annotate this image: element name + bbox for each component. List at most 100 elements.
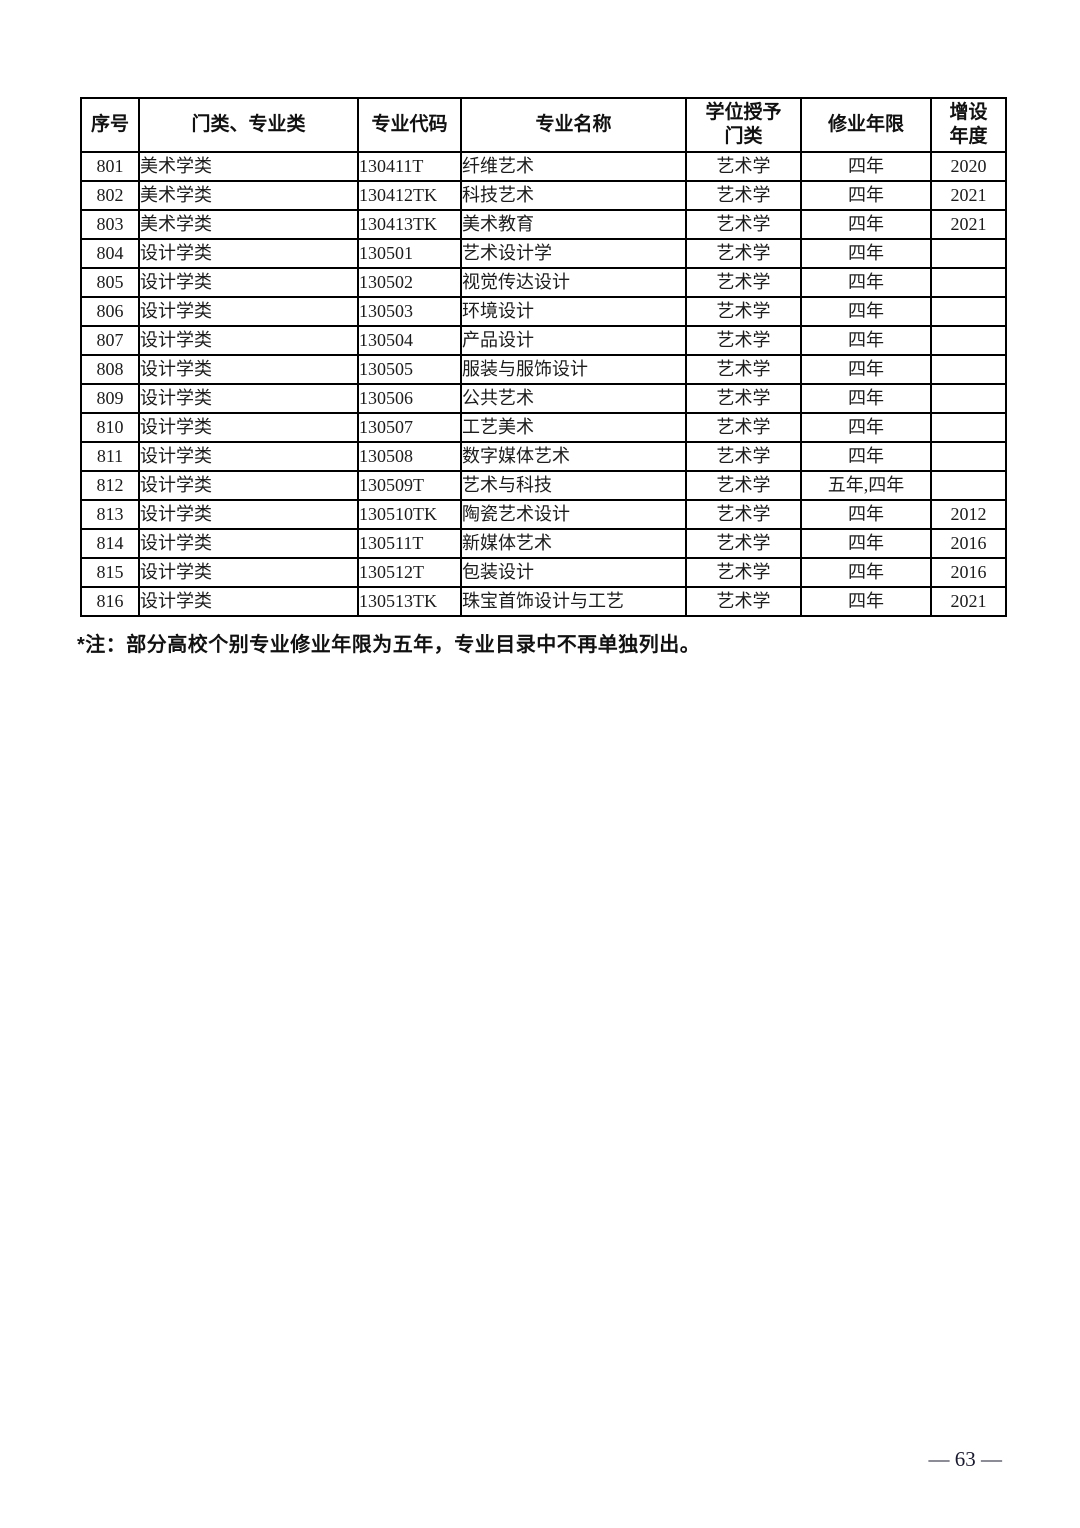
table-cell: 艺术学	[685, 528, 802, 559]
table-cell: 数字媒体艺术	[460, 441, 687, 472]
table-row: 804 设计学类 130501 艺术设计学 艺术学 四年	[80, 238, 1007, 269]
table-cell: 2016	[930, 557, 1007, 588]
footnote: *注：部分高校个别专业修业年限为五年，专业目录中不再单独列出。	[77, 634, 701, 656]
table-cell: 805	[80, 267, 140, 298]
table-cell: 130511T	[357, 528, 462, 559]
table-cell: 808	[80, 354, 140, 385]
table-row: 809 设计学类 130506 公共艺术 艺术学 四年	[80, 383, 1007, 414]
table-cell: 130504	[357, 325, 462, 356]
table-header-row: 序号 门类、专业类 专业代码 专业名称 学位授予 门类 修业年限 增设 年度	[80, 97, 1007, 153]
table-row: 816 设计学类 130513TK 珠宝首饰设计与工艺 艺术学 四年 2021	[80, 586, 1007, 617]
table-cell: 130510TK	[357, 499, 462, 530]
table-cell: 环境设计	[460, 296, 687, 327]
table-cell: 艺术学	[685, 557, 802, 588]
table-row: 813 设计学类 130510TK 陶瓷艺术设计 艺术学 四年 2012	[80, 499, 1007, 530]
table-cell: 130501	[357, 238, 462, 269]
table-row: 803 美术学类 130413TK 美术教育 艺术学 四年 2021	[80, 209, 1007, 240]
column-header-4: 学位授予 门类	[685, 97, 802, 153]
table-cell: 艺术学	[685, 354, 802, 385]
table-cell: 设计学类	[138, 528, 359, 559]
table-cell	[930, 325, 1007, 356]
column-header-5: 修业年限	[800, 97, 932, 153]
table-cell: 四年	[800, 354, 932, 385]
table-cell: 四年	[800, 325, 932, 356]
table-cell: 纤维艺术	[460, 151, 687, 182]
column-header-2: 专业代码	[357, 97, 462, 153]
column-header-6: 增设 年度	[930, 97, 1007, 153]
table-cell: 2012	[930, 499, 1007, 530]
column-header-3: 专业名称	[460, 97, 687, 153]
table-cell: 四年	[800, 412, 932, 443]
table-cell: 艺术学	[685, 441, 802, 472]
table-row: 807 设计学类 130504 产品设计 艺术学 四年	[80, 325, 1007, 356]
table-cell: 艺术学	[685, 470, 802, 501]
table-cell: 2021	[930, 209, 1007, 240]
table-cell: 美术教育	[460, 209, 687, 240]
table-cell	[930, 383, 1007, 414]
table-cell: 设计学类	[138, 557, 359, 588]
table-cell: 四年	[800, 151, 932, 182]
table-cell: 设计学类	[138, 586, 359, 617]
table-cell: 艺术学	[685, 296, 802, 327]
table-cell: 130509T	[357, 470, 462, 501]
column-header-1: 门类、专业类	[138, 97, 359, 153]
table-cell: 艺术与科技	[460, 470, 687, 501]
table-cell: 艺术学	[685, 325, 802, 356]
table-cell: 四年	[800, 296, 932, 327]
table-cell: 科技艺术	[460, 180, 687, 211]
table-cell: 四年	[800, 238, 932, 269]
table-cell: 设计学类	[138, 296, 359, 327]
table-cell: 804	[80, 238, 140, 269]
majors-catalog-table: 序号 门类、专业类 专业代码 专业名称 学位授予 门类 修业年限 增设 年度 801 美术学类…	[80, 97, 1007, 617]
table-cell: 艺术学	[685, 383, 802, 414]
table-cell: 四年	[800, 499, 932, 530]
table-body: 801 美术学类 130411T 纤维艺术 艺术学 四年 2020 802 美术学类 130412…	[80, 151, 1007, 617]
table-cell: 新媒体艺术	[460, 528, 687, 559]
table-row: 805 设计学类 130502 视觉传达设计 艺术学 四年	[80, 267, 1007, 298]
table-cell: 工艺美术	[460, 412, 687, 443]
table-cell: 视觉传达设计	[460, 267, 687, 298]
table-cell: 810	[80, 412, 140, 443]
table-row: 802 美术学类 130412TK 科技艺术 艺术学 四年 2021	[80, 180, 1007, 211]
table-cell: 130505	[357, 354, 462, 385]
table-cell: 813	[80, 499, 140, 530]
column-header-0: 序号	[80, 97, 140, 153]
table-cell: 艺术学	[685, 267, 802, 298]
table-cell	[930, 267, 1007, 298]
table-cell: 设计学类	[138, 441, 359, 472]
table-cell: 艺术学	[685, 180, 802, 211]
table-cell: 艺术学	[685, 499, 802, 530]
table-row: 806 设计学类 130503 环境设计 艺术学 四年	[80, 296, 1007, 327]
table-cell	[930, 412, 1007, 443]
table-cell: 812	[80, 470, 140, 501]
table-cell: 五年,四年	[800, 470, 932, 501]
table-cell: 130513TK	[357, 586, 462, 617]
table-cell: 130508	[357, 441, 462, 472]
table-cell: 艺术学	[685, 238, 802, 269]
table-row: 815 设计学类 130512T 包装设计 艺术学 四年 2016	[80, 557, 1007, 588]
table-cell: 美术学类	[138, 180, 359, 211]
table-cell: 801	[80, 151, 140, 182]
table-cell: 设计学类	[138, 325, 359, 356]
table-cell: 艺术学	[685, 586, 802, 617]
table-cell: 四年	[800, 441, 932, 472]
table-cell: 设计学类	[138, 238, 359, 269]
table-cell: 130502	[357, 267, 462, 298]
table-cell: 130412TK	[357, 180, 462, 211]
table-cell	[930, 441, 1007, 472]
table-cell: 设计学类	[138, 470, 359, 501]
table-row: 811 设计学类 130508 数字媒体艺术 艺术学 四年	[80, 441, 1007, 472]
table-cell: 803	[80, 209, 140, 240]
table-cell: 130503	[357, 296, 462, 327]
table-row: 814 设计学类 130511T 新媒体艺术 艺术学 四年 2016	[80, 528, 1007, 559]
table-cell: 设计学类	[138, 383, 359, 414]
table-cell: 四年	[800, 180, 932, 211]
table-cell: 四年	[800, 528, 932, 559]
table-cell: 艺术学	[685, 209, 802, 240]
table-cell: 美术学类	[138, 209, 359, 240]
table-cell: 珠宝首饰设计与工艺	[460, 586, 687, 617]
table-cell: 四年	[800, 209, 932, 240]
table-cell	[930, 296, 1007, 327]
table-row: 812 设计学类 130509T 艺术与科技 艺术学 五年,四年	[80, 470, 1007, 501]
